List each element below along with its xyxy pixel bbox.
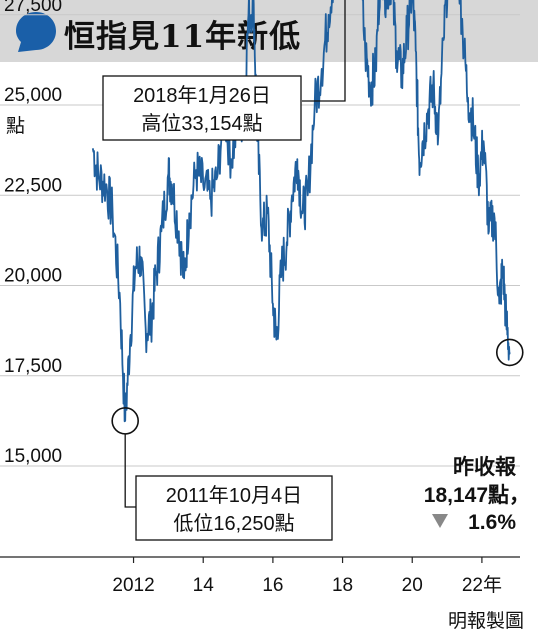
high-callout-date: 2018年1月26日 [133, 84, 271, 107]
title-bar [0, 0, 538, 62]
low-callout-date: 2011年10月4日 [166, 484, 302, 507]
last-close-label: 昨收報 [453, 455, 517, 479]
chart-title: 恒指見11年新低 [64, 19, 302, 55]
down-arrow-icon [432, 514, 448, 528]
y-tick-labels: 15,00017,50020,00022,50025,00027,50030,0… [4, 0, 62, 467]
y-tick-label-27500: 27,500 [4, 0, 62, 16]
low-leader-line [124, 433, 136, 508]
x-tick-label-2018: 18 [332, 575, 353, 596]
series-line [91, 0, 511, 423]
speech-bubble-icon [16, 12, 56, 52]
x-tick-label-2012: 2012 [112, 575, 154, 596]
x-tick-label-2014: 14 [193, 575, 215, 596]
y-tick-label-22500: 22,500 [4, 175, 62, 196]
high-callout-value: 高位33,154點 [141, 112, 262, 135]
credit: 明報製圖 [447, 611, 524, 632]
low-callout-box [135, 475, 333, 541]
y-tick-label-20000: 20,000 [4, 266, 62, 287]
x-ticks: 2012 14 16 18 20 22年 [112, 557, 502, 596]
y-tick-label-15000: 15,000 [4, 446, 62, 467]
y-tick-label-17500: 17,500 [4, 356, 62, 377]
high-callout-box [102, 75, 302, 141]
x-tick-label-2022: 22年 [462, 574, 502, 596]
last-close-value: 18,147點， [424, 484, 530, 507]
y-tick-label-25000: 25,000 [4, 85, 62, 106]
y-axis-label: 點 [6, 115, 25, 137]
low-callout-value: 低位16,250點 [173, 512, 294, 535]
high-leader-line [302, 0, 346, 102]
last-marker-circle [495, 338, 524, 367]
last-change-percent: 1.6% [468, 511, 516, 534]
x-tick-label-2020: 20 [402, 575, 423, 596]
x-tick-label-2016: 16 [262, 575, 283, 596]
